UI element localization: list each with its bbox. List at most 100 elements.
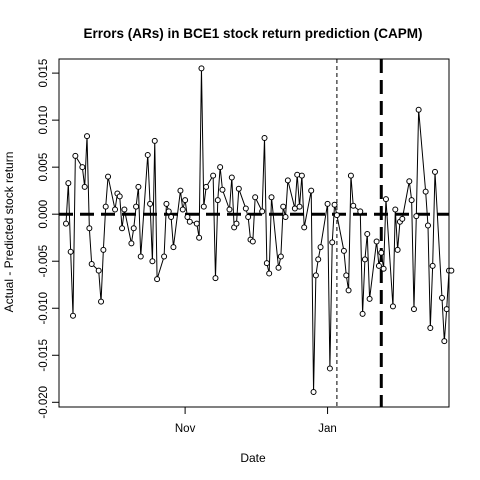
- data-point: [429, 262, 436, 269]
- data-point: [151, 137, 158, 144]
- data-point: [168, 214, 175, 221]
- data-point: [373, 238, 380, 245]
- y-tick-label: 0.010: [38, 106, 50, 135]
- data-point: [399, 215, 406, 222]
- data-point: [198, 65, 205, 72]
- data-point: [67, 248, 74, 255]
- data-point: [182, 197, 189, 204]
- plot-layer: -0.020 -0.015 -0.010 -0.005 0.000 0.005 0.010 0…: [38, 59, 455, 435]
- data-point: [350, 202, 357, 209]
- data-point: [170, 244, 177, 251]
- data-point: [116, 193, 123, 200]
- data-point: [382, 196, 389, 203]
- data-point: [441, 338, 448, 345]
- data-point: [144, 151, 151, 158]
- data-point: [212, 275, 219, 282]
- data-point: [242, 205, 249, 212]
- y-tick-label: 0.005: [38, 153, 50, 182]
- data-point: [282, 214, 289, 221]
- data-point: [366, 295, 373, 302]
- data-point: [217, 164, 224, 171]
- data-point: [252, 194, 259, 201]
- data-point: [119, 225, 126, 232]
- data-point: [380, 265, 387, 272]
- data-point: [389, 303, 396, 310]
- data-point: [81, 183, 88, 190]
- data-point: [448, 267, 455, 274]
- x-tick-label: Jan: [318, 423, 337, 435]
- data-point: [245, 214, 252, 221]
- data-point: [340, 247, 347, 254]
- data-point: [331, 201, 338, 208]
- data-point: [147, 200, 154, 207]
- series-line: [65, 68, 452, 392]
- data-point: [294, 171, 301, 178]
- data-point: [228, 174, 235, 181]
- y-tick-label: 0.000: [38, 200, 50, 229]
- data-point: [427, 324, 434, 331]
- data-point: [88, 261, 95, 268]
- data-point: [424, 222, 431, 229]
- data-point: [95, 267, 102, 274]
- x-axis-label: Date: [240, 451, 266, 465]
- data-point: [347, 172, 354, 179]
- data-point: [301, 224, 308, 231]
- data-point: [112, 206, 119, 213]
- data-point: [284, 177, 291, 184]
- data-point: [431, 168, 438, 175]
- y-tick-label: 0.015: [38, 59, 50, 88]
- chart-title: Errors (ARs) in BCE1 stock return predic…: [83, 26, 422, 41]
- data-point: [100, 246, 107, 253]
- data-point: [361, 256, 368, 263]
- data-point: [130, 225, 137, 232]
- data-point: [200, 203, 207, 210]
- data-point: [280, 203, 287, 210]
- data-point: [261, 135, 268, 142]
- data-point: [277, 253, 284, 260]
- y-tick-label: -0.020: [38, 386, 50, 419]
- data-point: [266, 270, 273, 277]
- data-point: [177, 187, 184, 194]
- data-point: [359, 310, 366, 317]
- data-point: [438, 294, 445, 301]
- data-point: [203, 183, 210, 190]
- data-point: [275, 264, 282, 271]
- y-tick-label: -0.015: [38, 339, 50, 372]
- data-point: [413, 213, 420, 220]
- y-tick-label: -0.010: [38, 292, 50, 325]
- y-axis-label: Actual - Predicted stock return: [2, 152, 16, 313]
- data-point: [333, 212, 340, 219]
- data-point: [233, 220, 240, 227]
- data-point: [70, 312, 77, 319]
- data-point: [226, 206, 233, 213]
- data-point: [210, 172, 217, 179]
- data-point: [310, 388, 317, 395]
- data-point: [121, 206, 128, 213]
- data-point: [149, 258, 156, 265]
- data-point: [378, 249, 385, 256]
- data-point: [72, 152, 79, 159]
- data-point: [102, 203, 109, 210]
- data-point: [324, 200, 331, 207]
- data-point: [315, 256, 322, 263]
- data-point: [312, 272, 319, 279]
- data-point: [357, 208, 364, 215]
- data-point: [196, 234, 203, 241]
- data-point: [392, 206, 399, 213]
- plot-frame: [58, 58, 450, 408]
- data-point: [415, 106, 422, 113]
- data-point: [63, 220, 70, 227]
- data-point: [128, 240, 135, 247]
- data-point: [443, 306, 450, 313]
- x-tick-label: Nov: [175, 423, 196, 435]
- data-point: [343, 272, 350, 279]
- data-point: [317, 244, 324, 251]
- data-point: [105, 173, 112, 180]
- data-point: [84, 133, 91, 140]
- data-point: [133, 203, 140, 210]
- data-point: [268, 194, 275, 201]
- data-point: [259, 208, 266, 215]
- data-point: [345, 287, 352, 294]
- data-point: [163, 200, 170, 207]
- data-point: [410, 306, 417, 313]
